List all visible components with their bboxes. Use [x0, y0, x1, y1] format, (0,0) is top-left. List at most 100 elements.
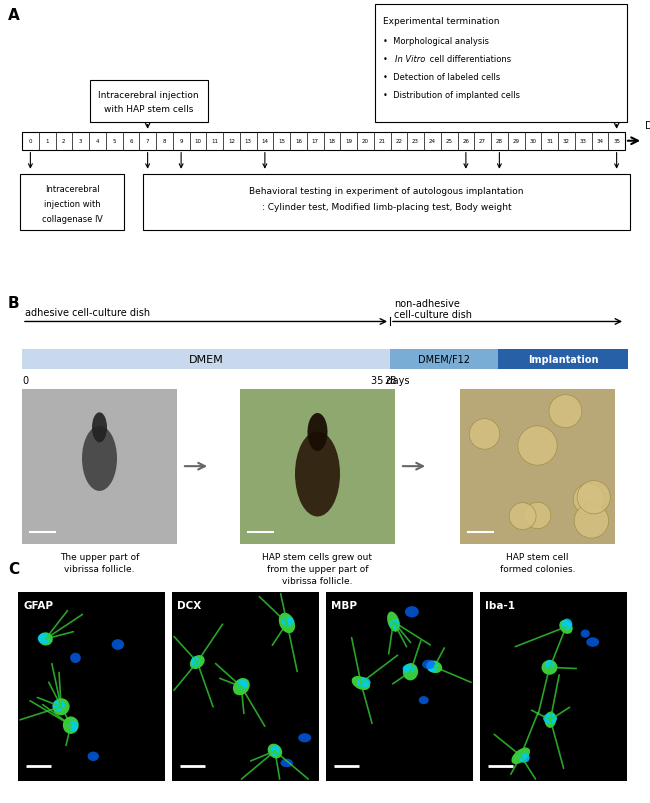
Text: DCX: DCX: [177, 600, 202, 609]
Text: 18: 18: [328, 139, 335, 144]
Text: 16: 16: [295, 139, 302, 144]
Text: Intracerebral injection: Intracerebral injection: [98, 92, 199, 100]
Text: B: B: [8, 296, 20, 311]
Text: 20: 20: [362, 139, 369, 144]
Text: 4: 4: [96, 139, 99, 144]
Bar: [22, 389, 177, 544]
Ellipse shape: [38, 633, 53, 646]
Ellipse shape: [82, 426, 117, 491]
Ellipse shape: [92, 413, 107, 442]
Ellipse shape: [53, 699, 70, 715]
Ellipse shape: [63, 716, 79, 734]
Bar: [390, 349, 498, 369]
Bar: [460, 389, 615, 544]
Text: DMEM: DMEM: [188, 354, 224, 364]
Text: MBP: MBP: [331, 600, 357, 609]
Text: 19: 19: [345, 139, 352, 144]
Bar: [480, 592, 627, 781]
Ellipse shape: [38, 634, 51, 644]
Text: cell differentiations: cell differentiations: [427, 55, 511, 63]
Text: 0: 0: [29, 139, 32, 144]
Ellipse shape: [559, 620, 573, 634]
Text: 5: 5: [112, 139, 116, 144]
Text: 23: 23: [412, 139, 419, 144]
Text: C: C: [8, 561, 19, 576]
Text: In Vitro: In Vitro: [395, 55, 425, 63]
Bar: [22, 132, 625, 150]
Text: DMEM/F12: DMEM/F12: [418, 354, 470, 364]
Text: 34: 34: [597, 139, 603, 144]
Text: 6: 6: [129, 139, 133, 144]
Circle shape: [509, 503, 536, 530]
Text: 27: 27: [479, 139, 486, 144]
Text: 28: 28: [496, 139, 503, 144]
Ellipse shape: [233, 679, 250, 695]
Bar: [20, 174, 124, 230]
Text: •: •: [383, 55, 393, 63]
Ellipse shape: [352, 676, 370, 690]
Text: 31: 31: [546, 139, 553, 144]
Text: from the upper part of: from the upper part of: [266, 564, 369, 573]
Ellipse shape: [541, 660, 558, 675]
Ellipse shape: [545, 711, 556, 728]
Text: 29: 29: [513, 139, 519, 144]
Text: 1: 1: [46, 139, 49, 144]
Text: collagenase Ⅳ: collagenase Ⅳ: [42, 214, 103, 223]
Ellipse shape: [427, 662, 438, 672]
Ellipse shape: [69, 721, 78, 732]
Ellipse shape: [562, 619, 572, 630]
Text: adhesive cell-culture dish: adhesive cell-culture dish: [25, 308, 150, 318]
Text: 0: 0: [22, 375, 28, 385]
Text: vibrissa follicle.: vibrissa follicle.: [64, 564, 135, 573]
Text: 26: 26: [462, 139, 469, 144]
Circle shape: [525, 503, 551, 529]
Text: 11: 11: [211, 139, 218, 144]
Ellipse shape: [419, 696, 429, 704]
Ellipse shape: [53, 700, 65, 711]
Text: 28: 28: [384, 375, 396, 385]
Ellipse shape: [543, 713, 557, 724]
Text: vibrissa follicle.: vibrissa follicle.: [282, 576, 353, 585]
Ellipse shape: [279, 613, 295, 634]
Text: Behavioral testing in experiment of autologous implantation: Behavioral testing in experiment of auto…: [249, 186, 523, 195]
Ellipse shape: [405, 606, 419, 618]
Ellipse shape: [545, 660, 554, 669]
Circle shape: [577, 481, 610, 514]
Ellipse shape: [237, 680, 248, 689]
Ellipse shape: [586, 638, 599, 647]
Text: •  Morphological analysis: • Morphological analysis: [383, 37, 489, 46]
Text: •  Distribution of implanted cells: • Distribution of implanted cells: [383, 91, 520, 100]
Bar: [326, 592, 473, 781]
Text: GFAP: GFAP: [23, 600, 53, 609]
Ellipse shape: [281, 617, 294, 626]
Text: 3: 3: [79, 139, 83, 144]
Text: : Cylinder test, Modified limb-placing test, Body weight: : Cylinder test, Modified limb-placing t…: [261, 202, 511, 211]
Bar: [90, 81, 207, 123]
Text: formed colonies.: formed colonies.: [500, 564, 575, 573]
Ellipse shape: [295, 432, 340, 517]
Ellipse shape: [387, 612, 400, 632]
Text: 33: 33: [580, 139, 586, 144]
Ellipse shape: [270, 746, 280, 756]
Circle shape: [549, 395, 582, 428]
Text: A: A: [8, 8, 20, 23]
Text: 8: 8: [162, 139, 166, 144]
Text: with HAP stem cells: with HAP stem cells: [104, 105, 193, 114]
Text: The upper part of: The upper part of: [60, 552, 139, 561]
Ellipse shape: [191, 657, 200, 667]
Text: 22: 22: [395, 139, 402, 144]
Text: 10: 10: [194, 139, 202, 144]
Ellipse shape: [357, 678, 370, 687]
Ellipse shape: [298, 733, 311, 743]
Text: 12: 12: [228, 139, 235, 144]
Bar: [22, 349, 390, 369]
Text: non-adhesive
cell-culture dish: non-adhesive cell-culture dish: [394, 299, 472, 320]
Ellipse shape: [580, 630, 590, 638]
Text: 24: 24: [429, 139, 436, 144]
Ellipse shape: [268, 744, 282, 759]
Text: 2: 2: [62, 139, 66, 144]
Bar: [498, 349, 628, 369]
Text: 30: 30: [529, 139, 536, 144]
Bar: [142, 174, 630, 230]
Text: 9: 9: [179, 139, 183, 144]
